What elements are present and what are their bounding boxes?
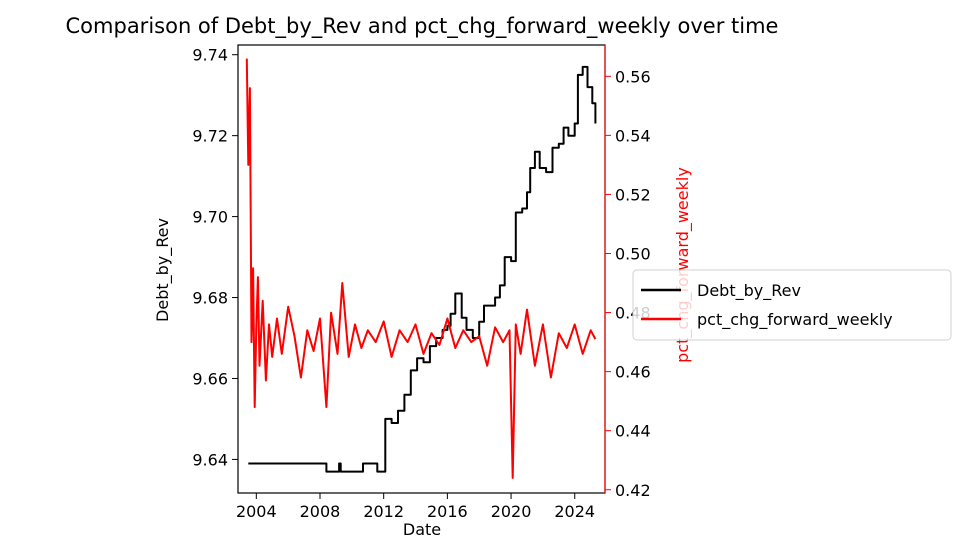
y-right-tick-label: 0.44 <box>615 422 651 441</box>
x-tick-label: 2012 <box>363 502 404 521</box>
y-left-tick-label: 9.70 <box>192 208 228 227</box>
legend-label-debt-by-rev: Debt_by_Rev <box>697 281 801 301</box>
y-right-tick-label: 0.52 <box>615 185 651 204</box>
legend-box <box>632 269 952 341</box>
y-right-tick-label: 0.54 <box>615 126 651 145</box>
x-tick-label: 2016 <box>427 502 468 521</box>
y-left-tick-label: 9.72 <box>192 127 228 146</box>
y-left-tick-label: 9.64 <box>192 450 228 469</box>
y-left-tick-label: 9.66 <box>192 369 228 388</box>
y-left-tick-label: 9.68 <box>192 289 228 308</box>
legend-label-pct-chg-forward-weekly: pct_chg_forward_weekly <box>697 310 893 330</box>
legend: Debt_by_Rev pct_chg_forward_weekly <box>632 269 952 341</box>
plot-area-frame <box>237 44 606 494</box>
x-tick-label: 2020 <box>491 502 532 521</box>
y-left-tick-label: 9.74 <box>192 46 228 65</box>
y-right-tick-label: 0.42 <box>615 481 651 500</box>
series-line-pct-chg-forward-weekly <box>245 58 597 479</box>
y-right-tick-label: 0.56 <box>615 67 651 86</box>
x-tick-label: 2024 <box>554 502 595 521</box>
y-right-tick-label: 0.46 <box>615 363 651 382</box>
x-axis-label: Date <box>403 520 441 539</box>
series-layer <box>245 58 597 479</box>
x-tick-label: 2008 <box>300 502 341 521</box>
x-tick-label: 2004 <box>236 502 277 521</box>
y-axis-label-left: Debt_by_Rev <box>153 218 173 322</box>
series-line-debt-by-rev <box>248 65 597 473</box>
axes-layer: 2004 2008 2012 2016 2020 2024 9.64 9.66 9.68 9.70… <box>192 45 651 521</box>
chart-title: Comparison of Debt_by_Rev and pct_chg_fo… <box>66 14 779 39</box>
y-right-tick-label: 0.50 <box>615 244 651 263</box>
